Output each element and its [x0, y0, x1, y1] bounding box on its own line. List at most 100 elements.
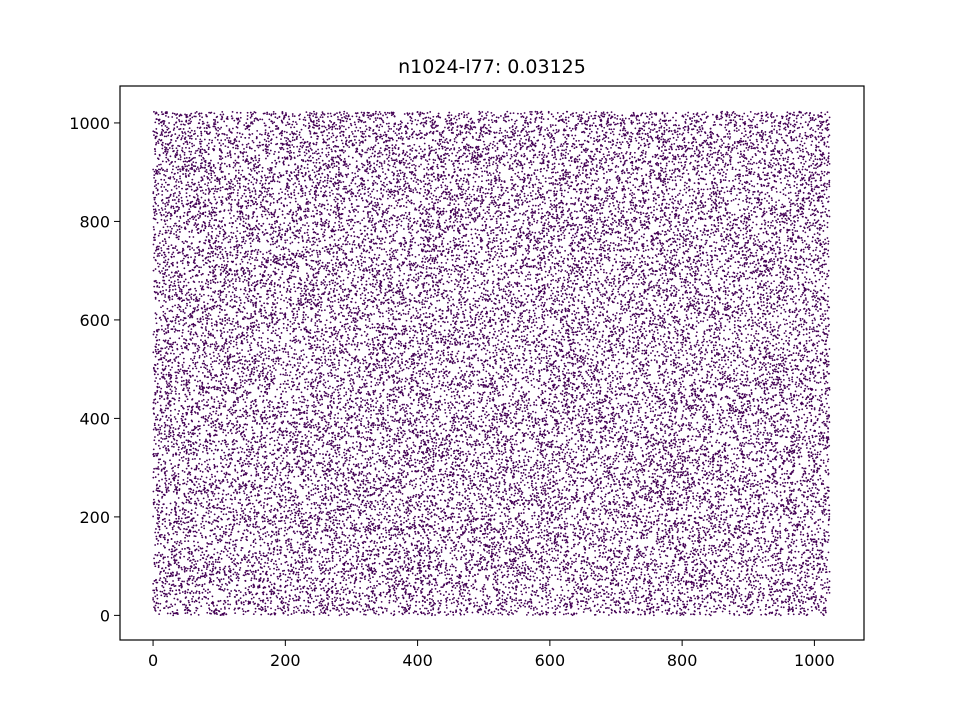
scatter-point: [377, 413, 379, 415]
scatter-point: [793, 543, 795, 545]
scatter-point: [407, 155, 409, 157]
scatter-point: [444, 222, 446, 224]
scatter-point: [732, 245, 734, 247]
scatter-point: [590, 137, 592, 139]
scatter-point: [168, 568, 170, 570]
scatter-point: [625, 229, 627, 231]
scatter-point: [315, 476, 317, 478]
scatter-point: [182, 416, 184, 418]
scatter-point: [494, 212, 496, 214]
scatter-point: [752, 221, 754, 223]
scatter-point: [768, 541, 770, 543]
scatter-point: [598, 531, 600, 533]
scatter-point: [208, 148, 210, 150]
scatter-point: [202, 260, 204, 262]
scatter-point: [491, 563, 493, 565]
scatter-point: [446, 468, 448, 470]
scatter-point: [774, 387, 776, 389]
scatter-point: [759, 450, 761, 452]
scatter-point: [532, 537, 534, 539]
scatter-point: [771, 205, 773, 207]
scatter-point: [392, 366, 394, 368]
scatter-point: [621, 313, 623, 315]
scatter-point: [672, 535, 674, 537]
scatter-point: [548, 225, 550, 227]
scatter-point: [769, 321, 771, 323]
scatter-point: [239, 297, 241, 299]
scatter-point: [247, 369, 249, 371]
scatter-point: [250, 518, 252, 520]
scatter-point: [672, 371, 674, 373]
scatter-point: [309, 424, 311, 426]
scatter-point: [475, 349, 477, 351]
scatter-point: [260, 614, 262, 616]
scatter-point: [395, 257, 397, 259]
scatter-point: [521, 179, 523, 181]
scatter-point: [728, 542, 730, 544]
scatter-point: [750, 488, 752, 490]
scatter-point: [815, 487, 817, 489]
scatter-point: [409, 136, 411, 138]
scatter-point: [228, 511, 230, 513]
scatter-point: [345, 128, 347, 130]
scatter-point: [433, 566, 435, 568]
scatter-point: [455, 200, 457, 202]
scatter-point: [567, 191, 569, 193]
scatter-point: [261, 363, 263, 365]
scatter-point: [598, 567, 600, 569]
scatter-point: [716, 519, 718, 521]
scatter-point: [537, 256, 539, 258]
scatter-point: [714, 147, 716, 149]
scatter-point: [733, 560, 735, 562]
scatter-point: [515, 581, 517, 583]
scatter-point: [266, 140, 268, 142]
scatter-point: [702, 336, 704, 338]
scatter-point: [178, 397, 180, 399]
scatter-point: [327, 116, 329, 118]
scatter-point: [478, 319, 480, 321]
scatter-point: [362, 436, 364, 438]
scatter-point: [285, 602, 287, 604]
scatter-point: [571, 373, 573, 375]
scatter-point: [708, 269, 710, 271]
scatter-point: [222, 186, 224, 188]
scatter-point: [700, 265, 702, 267]
scatter-point: [681, 285, 683, 287]
scatter-point: [686, 451, 688, 453]
scatter-point: [334, 281, 336, 283]
scatter-point: [705, 414, 707, 416]
scatter-point: [618, 243, 620, 245]
scatter-point: [691, 375, 693, 377]
scatter-point: [232, 511, 234, 513]
scatter-point: [540, 529, 542, 531]
scatter-point: [388, 602, 390, 604]
scatter-point: [553, 368, 555, 370]
scatter-point: [286, 205, 288, 207]
scatter-point: [467, 540, 469, 542]
scatter-point: [627, 527, 629, 529]
scatter-point: [361, 256, 363, 258]
scatter-point: [561, 401, 563, 403]
scatter-point: [560, 586, 562, 588]
scatter-point: [809, 159, 811, 161]
scatter-point: [320, 220, 322, 222]
scatter-point: [240, 487, 242, 489]
scatter-point: [359, 362, 361, 364]
scatter-point: [508, 168, 510, 170]
scatter-point: [335, 587, 337, 589]
scatter-point: [760, 382, 762, 384]
scatter-point: [557, 314, 559, 316]
scatter-point: [544, 146, 546, 148]
scatter-point: [367, 206, 369, 208]
scatter-point: [780, 169, 782, 171]
scatter-point: [266, 428, 268, 430]
scatter-point: [634, 315, 636, 317]
scatter-point: [792, 482, 794, 484]
scatter-point: [460, 424, 462, 426]
scatter-point: [445, 519, 447, 521]
scatter-point: [774, 384, 776, 386]
scatter-point: [430, 215, 432, 217]
scatter-point: [252, 553, 254, 555]
scatter-point: [810, 157, 812, 159]
scatter-point: [711, 208, 713, 210]
